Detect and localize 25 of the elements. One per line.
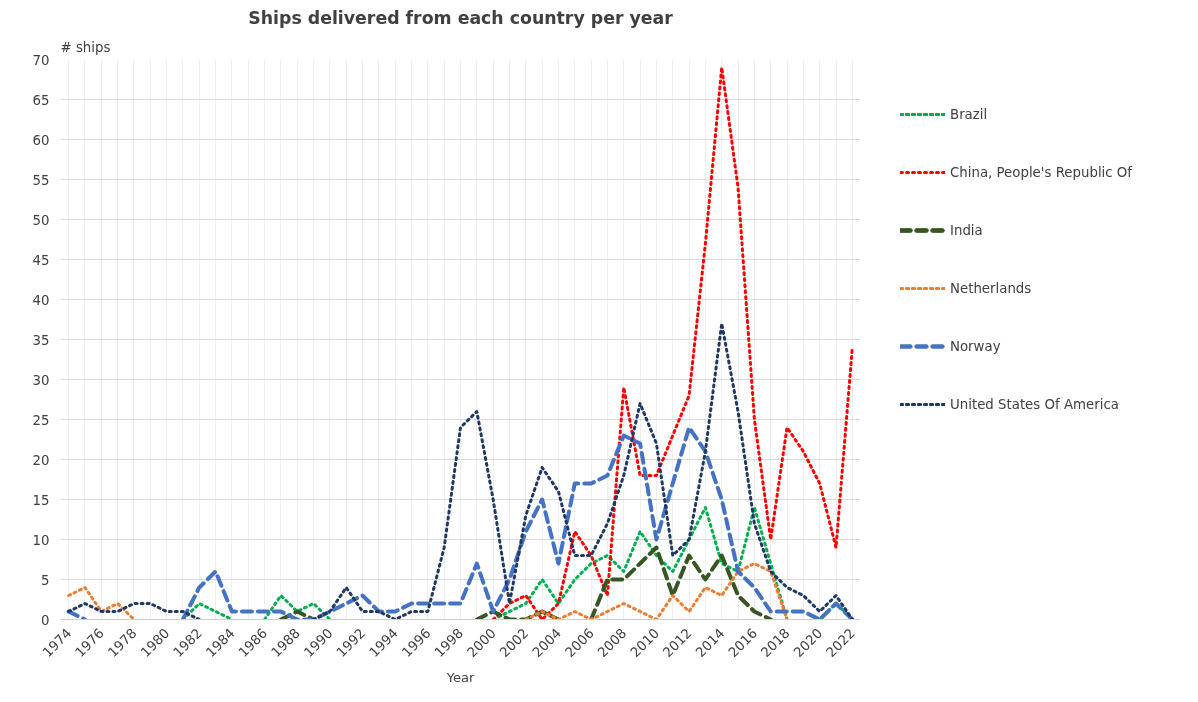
y-tick-label: 15 xyxy=(32,492,50,508)
y-tick-label: 50 xyxy=(32,212,50,228)
legend-label: Norway xyxy=(950,337,1001,356)
legend-label: Netherlands xyxy=(950,279,1032,298)
y-tick-label: 30 xyxy=(32,372,50,388)
chart-title: Ships delivered from each country per year xyxy=(248,7,674,28)
y-tick-label: 10 xyxy=(32,532,50,548)
y-tick-label: 60 xyxy=(32,132,50,148)
y-tick-label: 25 xyxy=(32,412,50,428)
y-tick-label: 65 xyxy=(32,92,50,108)
legend-label: United States Of America xyxy=(950,395,1119,414)
y-tick-label: 55 xyxy=(32,172,50,188)
y-tick-label: 35 xyxy=(32,332,50,348)
legend-label: India xyxy=(950,221,983,240)
legend-label: Brazil xyxy=(950,105,988,124)
y-tick-label: 20 xyxy=(32,452,50,468)
y-tick-label: 45 xyxy=(32,252,50,268)
y-tick-label: 0 xyxy=(41,612,50,628)
y-axis-title: # ships xyxy=(60,39,111,55)
legend-label: China, People's Republic Of xyxy=(950,163,1133,182)
y-tick-label: 5 xyxy=(41,572,50,588)
y-tick-label: 70 xyxy=(32,52,50,68)
line-series xyxy=(491,66,854,620)
y-tick-label: 40 xyxy=(32,292,50,308)
x-axis-title: Year xyxy=(445,669,475,685)
